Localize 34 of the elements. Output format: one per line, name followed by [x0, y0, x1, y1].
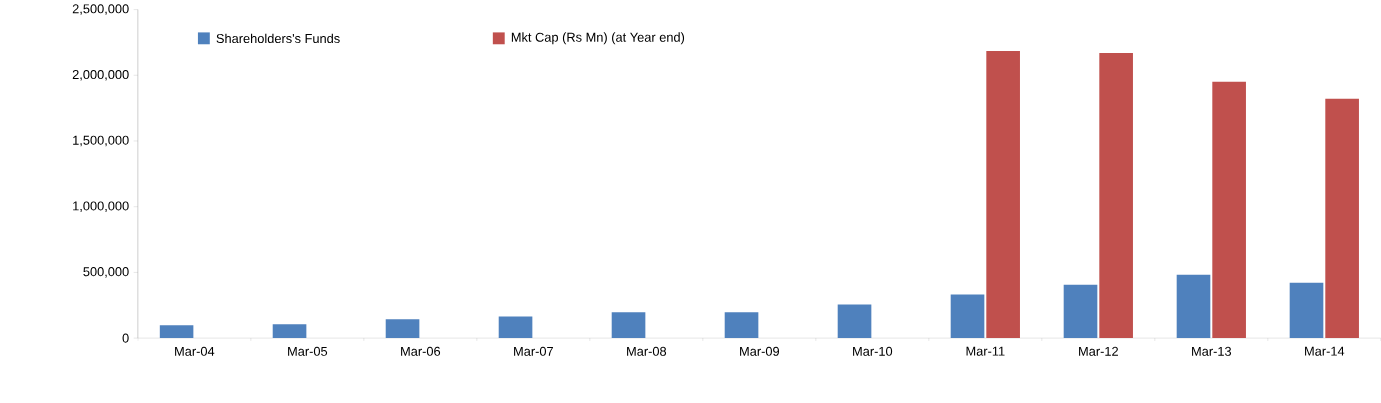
x-tick-label: Mar-08	[627, 347, 667, 357]
y-tick-label: 2,500,000	[72, 4, 129, 16]
bar	[1099, 53, 1133, 339]
x-tick-label: Mar-11	[966, 347, 1005, 356]
bar	[724, 312, 759, 339]
y-tick-label: 1,000,000	[73, 201, 129, 213]
bar	[1176, 275, 1211, 339]
x-tick-label: Mar-10	[853, 347, 893, 357]
bar	[272, 324, 307, 339]
x-tick-label: Mar-06	[401, 347, 441, 357]
bar	[950, 294, 985, 339]
x-tick-label: Mar-14	[1305, 347, 1345, 356]
bar	[986, 51, 1020, 339]
x-tick-label: Mar-05	[288, 347, 328, 357]
bar	[611, 312, 646, 339]
bar	[1063, 284, 1098, 339]
bar	[837, 304, 872, 339]
bar	[385, 319, 420, 339]
x-tick-label: Mar-07	[514, 347, 553, 357]
y-tick-label: 2,000,000	[72, 70, 129, 81]
legend-label: Shareholders's Funds	[216, 33, 340, 44]
x-tick-label: Mar-13	[1192, 347, 1232, 357]
x-tick-label: Mar-12	[1079, 347, 1118, 357]
x-tick-label: Mar-09	[740, 347, 780, 357]
y-tick-label: 0	[122, 333, 129, 343]
bar	[1289, 282, 1324, 339]
bar	[498, 316, 533, 339]
bar	[159, 325, 194, 339]
bar	[1212, 82, 1246, 339]
y-tick-label: 1,500,000	[73, 135, 129, 147]
x-tick-label: Mar-04	[175, 347, 215, 357]
legend-label: Mkt Cap (Rs Mn) (at Year end)	[511, 32, 685, 45]
bar	[1325, 98, 1359, 339]
y-tick-label: 500,000	[83, 267, 129, 278]
